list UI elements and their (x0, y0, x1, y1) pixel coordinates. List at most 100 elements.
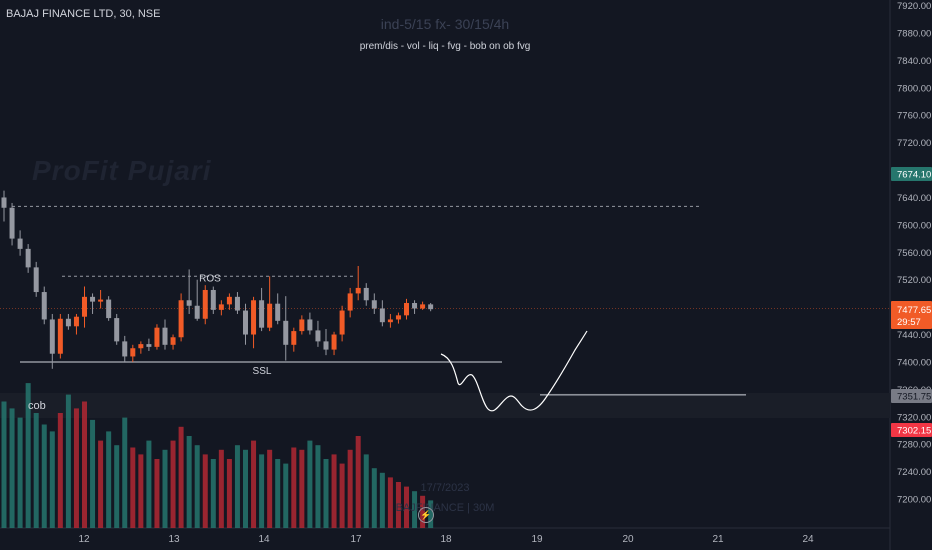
candle-body (251, 300, 257, 335)
candle-body (395, 315, 401, 320)
volume-bar (355, 436, 361, 528)
projection-badge: 7351.75 (897, 392, 931, 403)
y-tick-label: 7520.00 (897, 275, 931, 286)
projection-path (440, 330, 588, 412)
volume-bar (379, 472, 385, 528)
volume-bar (404, 486, 409, 528)
candle-body (428, 304, 434, 310)
volume-bar (33, 413, 39, 528)
candle-body (299, 319, 305, 332)
volume-bar (154, 459, 160, 528)
volume-bar (243, 449, 248, 528)
volume-bar (146, 440, 152, 528)
volume-bar (1, 401, 7, 528)
y-tick-label: 7560.00 (897, 248, 931, 259)
volume-bar (363, 454, 369, 528)
candle-body (283, 320, 289, 345)
volume-bar (122, 417, 128, 528)
y-tick-label: 7600.00 (897, 220, 931, 231)
candle-body (73, 316, 79, 327)
bolt-icon[interactable]: ⚡ (418, 507, 434, 523)
candle-body (130, 348, 136, 357)
candle-body (412, 303, 418, 309)
volume-bar (202, 454, 208, 528)
x-tick-label: 13 (168, 534, 180, 545)
candle-body (363, 287, 369, 301)
x-tick-label: 18 (440, 534, 452, 545)
indicator-title: ind-5/15 fx- 30/15/4h (380, 16, 510, 32)
countdown-badge: 29:57 (897, 317, 921, 328)
top-price-badge-bg (891, 167, 932, 181)
watermark-brand: ProFit Pujari (32, 155, 212, 186)
y-tick-label: 7840.00 (897, 56, 931, 67)
candle-body (347, 293, 353, 311)
candle-body (315, 330, 321, 342)
top-price-badge: 7674.10 (897, 170, 931, 181)
candle-body (146, 344, 152, 347)
symbol-title[interactable]: BAJAJ FINANCE LTD, 30, NSE (6, 8, 161, 20)
low-marker-badge-bg (891, 423, 932, 437)
ros-label: ROS (199, 273, 221, 284)
volume-bar (395, 482, 401, 528)
volume-bar (267, 449, 273, 528)
volume-bar (412, 491, 418, 528)
candle-body (82, 296, 87, 317)
candle-body (371, 300, 377, 309)
watermark-date: 17/7/2023 (420, 482, 470, 494)
y-tick-label: 7240.00 (897, 467, 931, 478)
candle-body (122, 341, 128, 357)
candle-body (154, 327, 160, 347)
candle-body (17, 238, 23, 249)
volume-bar (339, 463, 345, 528)
x-tick-label: 12 (78, 534, 90, 545)
candle-body (106, 299, 112, 319)
volume-bar (194, 445, 200, 528)
volume-bar (331, 454, 337, 528)
x-tick-label: 17 (350, 534, 362, 545)
y-tick-label: 7320.00 (897, 412, 931, 423)
volume-bar (57, 413, 63, 528)
volume-bar (234, 445, 240, 528)
volume-bar (82, 401, 87, 528)
x-tick-label: 19 (531, 534, 543, 545)
volume-bar (387, 477, 393, 528)
cob-label: cob (28, 400, 46, 412)
volume-bar (130, 447, 136, 528)
y-tick-label: 7280.00 (897, 440, 931, 451)
candle-body (90, 296, 96, 302)
candle-body (210, 289, 216, 310)
candle-body (194, 305, 200, 319)
volume-bar (114, 445, 120, 528)
candle-body (1, 197, 7, 208)
volume-bar (90, 419, 96, 528)
candle-body (331, 334, 337, 350)
volume-bar (315, 445, 321, 528)
volume-bar (371, 468, 377, 528)
candle-body (25, 248, 31, 268)
candle-body (234, 296, 240, 311)
volume-bar (291, 447, 297, 528)
candle-body (226, 296, 232, 305)
volume-bar (251, 440, 257, 528)
volume-bar (65, 394, 71, 528)
volume-bar (218, 449, 224, 528)
candle-body (323, 341, 329, 350)
candle-body (355, 287, 361, 294)
volume-bar (259, 454, 265, 528)
candle-body (114, 318, 120, 342)
volume-bar (49, 431, 55, 528)
candle-body (339, 310, 345, 335)
volume-bar (162, 449, 168, 528)
candle-body (138, 344, 144, 349)
candle-body (291, 331, 297, 345)
volume-bar (323, 459, 329, 528)
y-tick-label: 7200.00 (897, 495, 931, 506)
y-tick-label: 7920.00 (897, 1, 931, 12)
volume-bar (178, 426, 184, 528)
candle-body (307, 319, 313, 331)
cob-zone (0, 393, 890, 418)
volume-bar (170, 440, 176, 528)
y-tick-label: 7720.00 (897, 138, 931, 149)
